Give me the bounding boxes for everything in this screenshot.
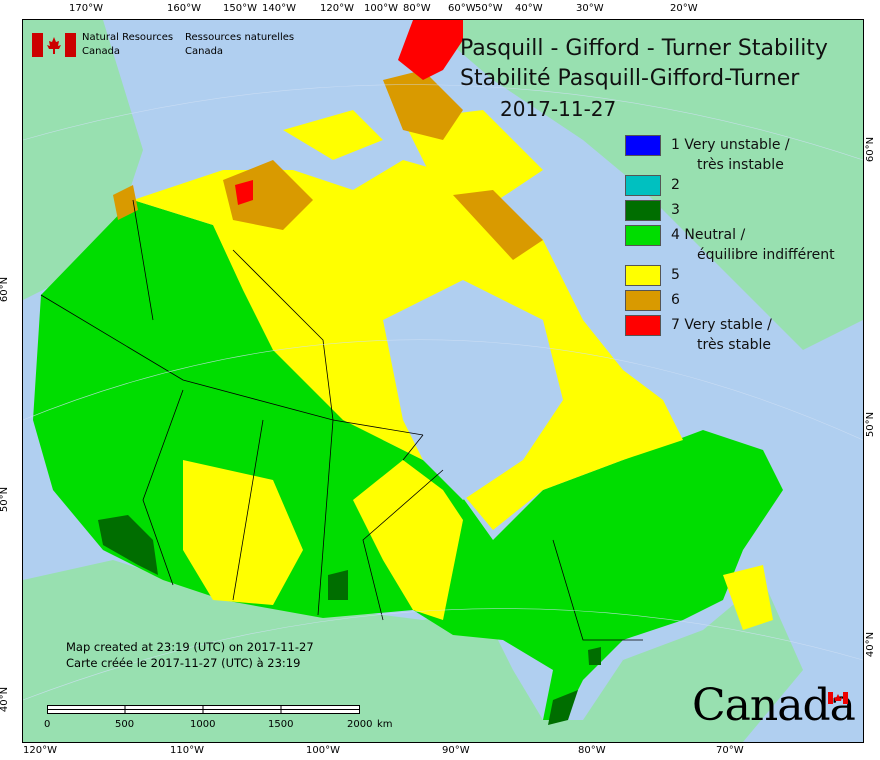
- scale-unit: km: [377, 719, 393, 730]
- scale-label: 500: [115, 719, 135, 730]
- canada-class5-east: [723, 565, 773, 630]
- legend-swatch: [625, 200, 661, 221]
- org-country-en: Canada: [82, 46, 121, 57]
- title-fr: Stabilité Pasquill-Gifford-Turner: [460, 66, 800, 91]
- wordmark-flag-icon: [828, 692, 848, 704]
- scale-label: 1000: [190, 719, 216, 730]
- left-tick-label: 60°N: [0, 276, 11, 303]
- org-country-fr: Canada: [185, 46, 224, 57]
- top-tick-label: 60°W: [448, 3, 476, 14]
- org-name-en: Natural Resources: [82, 32, 174, 43]
- bottom-tick-label: 120°W: [23, 745, 57, 756]
- map-date: 2017-11-27: [500, 97, 617, 121]
- legend-swatch: [625, 315, 661, 336]
- alaska: [23, 20, 143, 300]
- creation-note: Map created at 23:19 (UTC) on 2017-11-27…: [66, 639, 314, 671]
- bottom-tick-label: 70°W: [716, 745, 744, 756]
- canada-class5-ontario: [353, 460, 463, 620]
- legend-swatch: [625, 265, 661, 286]
- legend-label: 6: [671, 292, 680, 308]
- canada-wordmark: Canada: [692, 680, 856, 731]
- usa: [23, 560, 803, 742]
- legend-label: 7 Very stable / très stable: [671, 317, 772, 353]
- canada-class6: [113, 70, 543, 260]
- bottom-tick-label: 110°W: [170, 745, 204, 756]
- legend-swatch: [625, 175, 661, 196]
- top-tick-label: 20°W: [670, 3, 698, 14]
- top-tick-label: 50°W: [475, 3, 503, 14]
- org-name-fr: Ressources naturelles: [185, 32, 295, 43]
- canada-class3: [98, 515, 601, 725]
- legend-label: 1 Very unstable / très instable: [671, 137, 790, 173]
- legend-swatch: [625, 225, 661, 246]
- right-tick-label: 50°N: [865, 411, 877, 438]
- legend-swatch: [625, 135, 661, 156]
- legend-label: 4 Neutral / équilibre indifférent: [671, 227, 835, 263]
- top-tick-label: 30°W: [576, 3, 604, 14]
- legend-swatch: [625, 290, 661, 311]
- right-tick-label: 60°N: [865, 136, 877, 163]
- top-tick-label: 150°W: [223, 3, 257, 14]
- right-tick-label: 40°N: [865, 631, 877, 658]
- boundaries: [40, 199, 643, 641]
- scale-label: 2000: [347, 719, 373, 730]
- top-tick-label: 160°W: [167, 3, 201, 14]
- canada-class5-prairies: [183, 460, 303, 605]
- top-tick-label: 40°W: [515, 3, 543, 14]
- top-tick-label: 80°W: [403, 3, 431, 14]
- bottom-tick-label: 100°W: [306, 745, 340, 756]
- scale-label: 0: [44, 719, 51, 730]
- created-en: Map created at 23:19 (UTC) on 2017-11-27: [66, 640, 314, 654]
- bottom-tick-label: 90°W: [442, 745, 470, 756]
- top-tick-label: 140°W: [262, 3, 296, 14]
- top-tick-label: 170°W: [69, 3, 103, 14]
- map-canvas: [23, 20, 863, 742]
- left-tick-label: 40°N: [0, 686, 11, 713]
- legend-label: 5: [671, 267, 680, 283]
- top-tick-label: 120°W: [320, 3, 354, 14]
- top-tick-label: 100°W: [364, 3, 398, 14]
- hudson-bay: [383, 280, 563, 500]
- canada-flag-icon: [32, 33, 76, 57]
- legend-label: 2: [671, 177, 680, 193]
- map-frame: [22, 19, 864, 743]
- bottom-tick-label: 80°W: [578, 745, 606, 756]
- scale-label: 1500: [268, 719, 294, 730]
- canada-class7: [235, 20, 463, 205]
- legend-label: 3: [671, 202, 680, 218]
- created-fr: Carte créée le 2017-11-27 (UTC) à 23:19: [66, 656, 301, 670]
- title-en: Pasquill - Gifford - Turner Stability: [460, 36, 828, 61]
- left-tick-label: 50°N: [0, 486, 11, 513]
